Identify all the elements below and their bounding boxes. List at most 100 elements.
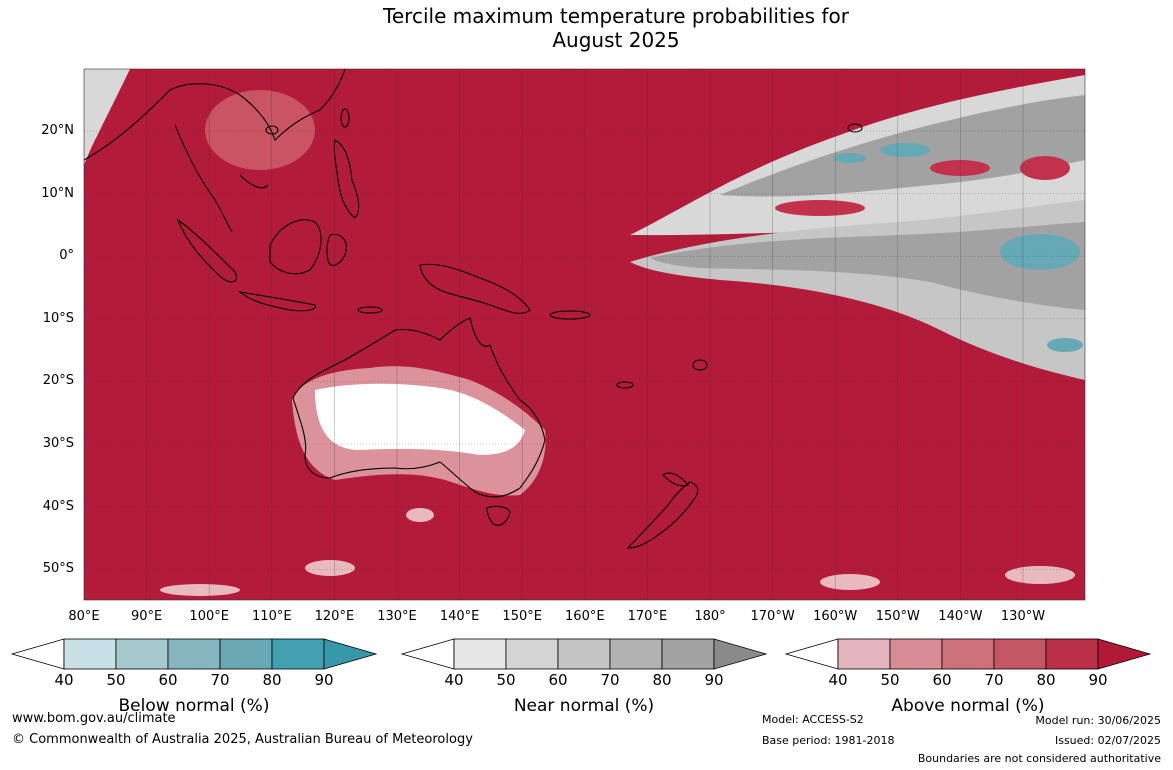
longitude-label: 120°E — [314, 609, 355, 624]
colorbar-tick-label: 50 — [106, 671, 126, 689]
asia-weak-patch — [205, 90, 315, 170]
footer-model-run: Model run: 30/06/2025 — [1035, 714, 1161, 727]
longitude-label: 110°E — [252, 609, 292, 624]
colorbar-tick-label: 70 — [600, 671, 620, 689]
colorbar-segment — [837, 638, 891, 670]
ocean-weak-patch-1 — [305, 560, 355, 576]
latitude-label: 40°S — [42, 498, 74, 514]
colorbar-tick-label: 40 — [54, 671, 74, 689]
colorbar-segment — [557, 638, 611, 670]
longitude-label: 130°W — [1000, 609, 1046, 624]
latitude-label: 0° — [59, 248, 74, 264]
taiwan-coastline — [340, 108, 350, 128]
ocean-weak-patch-2 — [820, 574, 880, 590]
sumatra-coastline — [176, 218, 238, 283]
colorbar-low-extend — [784, 638, 839, 670]
longitude-label: 90°E — [130, 609, 163, 624]
ocean-weak-patch-5 — [160, 584, 240, 596]
colorbar-tick-label: 70 — [984, 671, 1004, 689]
southeast-asia-coastline — [84, 69, 346, 233]
colorbar-title: Above normal (%) — [891, 696, 1045, 716]
colorbar-tick-label: 80 — [652, 671, 672, 689]
ocean-weak-patch-4 — [406, 508, 434, 522]
colorbar-segment — [941, 638, 995, 670]
latitude-label: 50°S — [42, 561, 74, 577]
longitude-label: 160°W — [813, 609, 858, 624]
colorbar-tick-label: 40 — [444, 671, 464, 689]
longitude-label: 160°E — [565, 609, 605, 624]
colorbar-tick-label: 60 — [158, 671, 178, 689]
latitude-label: 30°S — [42, 436, 74, 451]
map-layers — [84, 69, 1085, 600]
colorbar-segment — [609, 638, 663, 670]
colorbar-segment — [505, 638, 559, 670]
colorbar-segment — [993, 638, 1047, 670]
colorbar-tick-label: 90 — [704, 671, 724, 689]
ocean-weak-patch-3 — [1005, 566, 1075, 584]
colorbar-segment — [63, 638, 117, 670]
fiji-coastline — [692, 359, 708, 371]
colorbar-high-extend — [1097, 638, 1152, 670]
footer-url[interactable]: www.bom.gov.au/climate — [12, 711, 176, 726]
map-frame — [83, 68, 1086, 601]
philippines-coastline — [333, 139, 360, 219]
colorbar-tick-label: 60 — [932, 671, 952, 689]
colorbar-tick-label: 50 — [880, 671, 900, 689]
colorbar-tick-label: 90 — [1088, 671, 1108, 689]
new-zealand-coastline — [626, 472, 699, 549]
longitude-label: 170°W — [750, 609, 795, 624]
colorbar-low-extend — [400, 638, 455, 670]
longitude-label: 170°E — [627, 609, 668, 624]
colorbar-tick-label: 50 — [496, 671, 516, 689]
near-normal-area-equatorial-dark — [650, 222, 1085, 310]
colorbar-tick-label: 60 — [548, 671, 568, 689]
above-normal-patch-3 — [775, 200, 865, 216]
longitude-label: 130°E — [377, 609, 417, 624]
colorbar-segment — [661, 638, 715, 670]
longitude-label: 140°W — [938, 609, 983, 624]
footer-copyright: © Commonwealth of Australia 2025, Austra… — [12, 732, 473, 747]
below-normal-spot-1 — [1000, 234, 1080, 270]
new-caledonia-coastline — [616, 381, 634, 389]
new-guinea-coastline — [419, 263, 531, 314]
australia-coastline — [292, 317, 546, 498]
colorbar-segment — [219, 638, 273, 670]
colorbar-high-extend — [713, 638, 768, 670]
footer-model: Model: ACCESS-S2 — [762, 713, 864, 726]
footer-base-period: Base period: 1981-2018 — [762, 734, 895, 747]
asia-near-normal-corner — [84, 69, 130, 165]
australia-no-signal — [315, 383, 525, 455]
colorbar-tick-label: 70 — [210, 671, 230, 689]
colorbar-tick-label: 80 — [1036, 671, 1056, 689]
solomon-islands-coastline — [549, 310, 591, 320]
colorbar-tick-label: 40 — [828, 671, 848, 689]
colorbar-high-extend — [323, 638, 378, 670]
colorbar-title: Below normal (%) — [118, 696, 270, 716]
colorbar-segment — [889, 638, 943, 670]
below-normal-spot-4 — [1047, 338, 1083, 352]
graticule — [84, 69, 1085, 600]
java-coastline — [238, 291, 316, 312]
latitude-label: 20°N — [41, 123, 74, 138]
colorbar-segment — [453, 638, 507, 670]
longitude-label: 80°E — [68, 609, 100, 624]
latitude-label: 10°S — [42, 310, 74, 326]
colorbar-low-extend — [10, 638, 65, 670]
above-normal-patch-1 — [1020, 156, 1070, 180]
colorbar-tick-label: 90 — [314, 671, 334, 689]
below-normal-spot-2 — [880, 143, 930, 157]
latitude-label: 20°S — [42, 373, 74, 389]
colorbar-tick-label: 80 — [262, 671, 282, 689]
chart-title: Tercile maximum temperature probabilitie… — [0, 4, 1173, 52]
longitude-label: 150°E — [502, 609, 542, 624]
colorbar-segment — [1045, 638, 1099, 670]
above-normal-patch-2 — [930, 160, 990, 176]
below-normal-spot-3 — [834, 153, 866, 163]
tasmania-coastline — [486, 505, 511, 526]
hainan-coastline — [265, 125, 279, 135]
title-line-1: Tercile maximum temperature probabilitie… — [383, 4, 849, 28]
longitude-label: 180° — [694, 609, 726, 624]
sulawesi-coastline — [326, 233, 347, 266]
longitude-label: 140°E — [439, 609, 480, 624]
